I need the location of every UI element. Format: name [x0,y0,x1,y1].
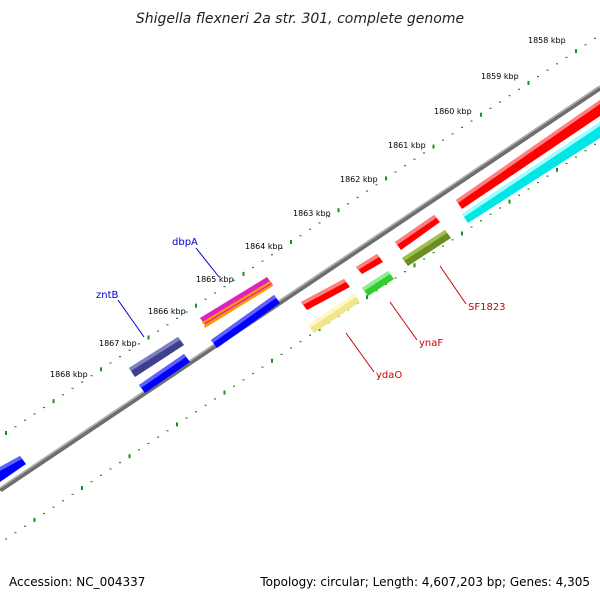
scale-label-1861: 1861 kbp [388,141,426,150]
scale-label-1863: 1863 kbp [293,209,331,218]
leader-ynaf [389,301,418,341]
feature-track [0,100,600,482]
outer-tick-row [5,37,596,435]
scale-label-1860: 1860 kbp [434,107,472,116]
map-title: Shigella flexneri 2a str. 301, complete … [136,11,464,27]
genome-summary-text: Topology: circular; Length: 4,607,203 bp… [260,575,590,589]
gene-label-zntb[interactable]: zntB [96,290,119,301]
leader-dbpa [195,247,220,278]
leader-sf1823 [439,265,467,305]
inner-tick-row [5,143,596,540]
feature-red-ydao[interactable] [301,279,350,310]
scale-label-1859: 1859 kbp [481,72,519,81]
feature-blue-left[interactable] [0,456,26,482]
scale-label-1868: 1868 kbp [50,370,88,379]
leader-ydao [345,332,375,373]
feature-blue-dbpa[interactable] [211,295,280,348]
scale-label-1862: 1862 kbp [340,175,378,184]
feature-yellow-ydao[interactable] [308,294,360,333]
scale-label-1866: 1866 kbp [148,307,186,316]
gene-label-ynaf[interactable]: ynaF [419,338,443,349]
scale-label-1864: 1864 kbp [245,242,283,251]
feature-green-ynaf[interactable] [362,271,394,296]
scale-label-1858: 1858 kbp [528,36,566,45]
scale-label-1867: 1867 kbp [99,339,137,348]
feature-olive[interactable] [402,230,451,266]
feature-red-ynaf[interactable] [356,254,383,274]
scale-label-1865: 1865 kbp [196,275,234,284]
feature-blue-zntb[interactable] [139,354,190,393]
accession-text: Accession: NC_004337 [9,575,146,589]
feature-red-sf1823[interactable] [395,215,440,250]
gene-label-dbpa[interactable]: dbpA [172,237,198,248]
gene-label-ydao[interactable]: ydaO [376,370,402,381]
feature-navy-zntb[interactable] [129,337,184,377]
gene-label-sf1823[interactable]: SF1823 [468,302,506,313]
leader-zntb [117,299,145,338]
genome-backbone [0,85,600,493]
